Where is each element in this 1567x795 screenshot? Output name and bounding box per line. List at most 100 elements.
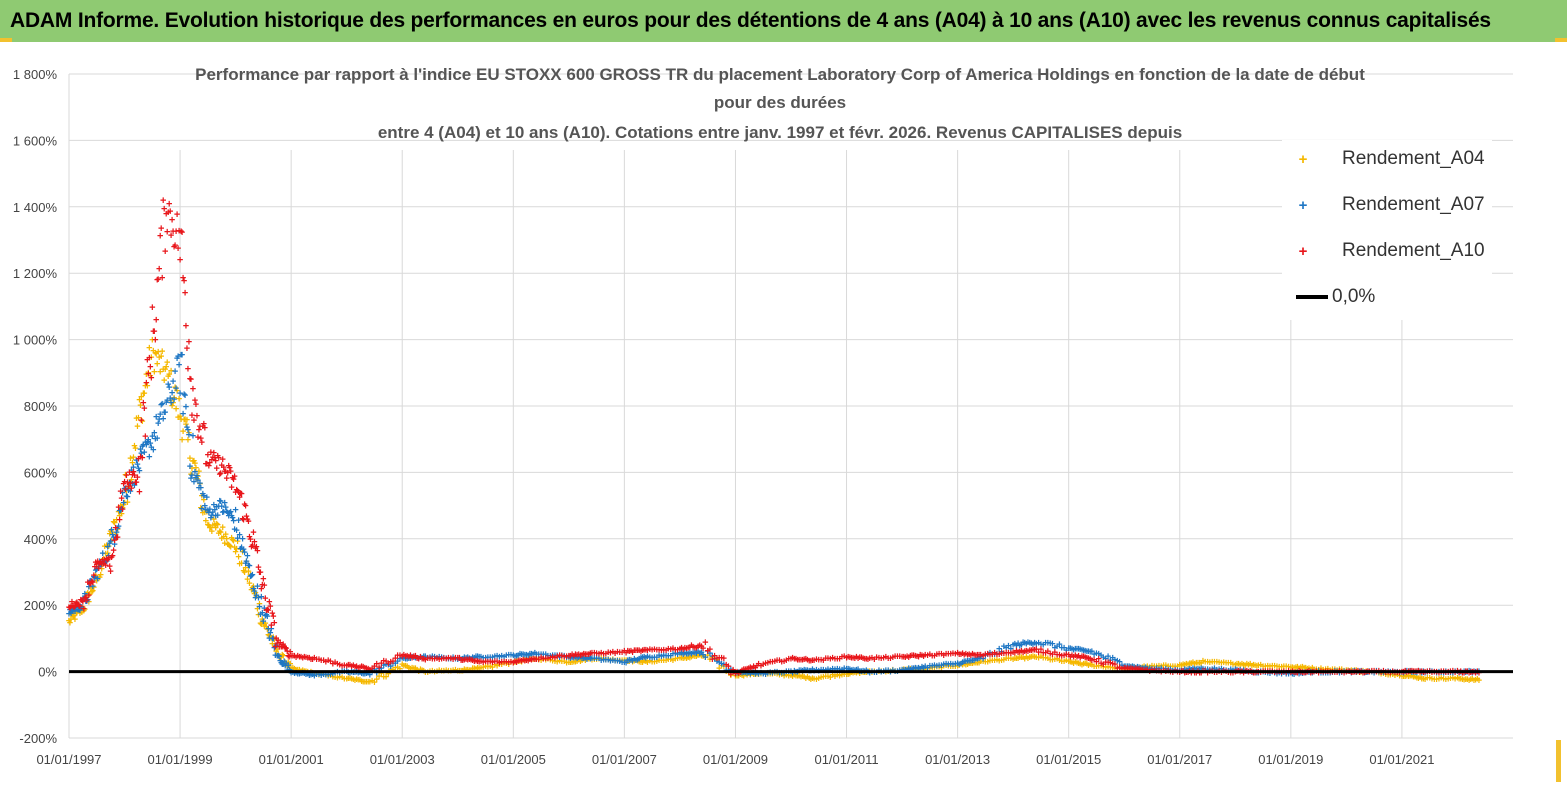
data-point: + (173, 403, 179, 415)
data-point: + (78, 603, 84, 615)
data-point: + (125, 481, 131, 493)
data-point: + (688, 652, 694, 664)
data-point: + (194, 411, 200, 423)
data-point: + (128, 465, 134, 477)
data-point: + (100, 555, 106, 567)
data-point: + (434, 653, 440, 665)
data-point: + (135, 413, 141, 425)
data-point: + (233, 543, 239, 555)
data-point: + (1003, 653, 1009, 665)
data-point: + (1059, 643, 1065, 655)
data-point: + (325, 669, 331, 681)
data-point: + (176, 393, 182, 405)
data-point: + (685, 649, 691, 661)
data-point: + (1339, 667, 1345, 679)
data-point: + (313, 668, 319, 680)
data-point: + (1070, 658, 1076, 670)
data-point: + (244, 574, 250, 586)
data-point: + (987, 648, 993, 660)
data-point: + (436, 652, 442, 664)
data-point: + (556, 652, 562, 664)
data-point: + (554, 656, 560, 668)
data-point: + (404, 653, 410, 665)
data-point: + (1429, 674, 1435, 686)
data-point: + (155, 274, 161, 286)
data-point: + (110, 545, 116, 557)
data-point: + (496, 651, 502, 663)
data-point: + (667, 650, 673, 662)
x-tick-label: 01/01/2011 (814, 752, 878, 767)
data-point: + (561, 656, 567, 668)
data-point: + (1281, 667, 1287, 679)
data-point: + (256, 598, 262, 610)
data-point: + (108, 536, 114, 548)
data-point: + (183, 321, 189, 333)
data-point: + (1405, 671, 1411, 683)
data-point: + (1293, 667, 1299, 679)
data-point: + (129, 457, 135, 469)
data-point: + (195, 471, 201, 483)
data-point: + (1131, 662, 1137, 674)
data-point: + (1040, 639, 1046, 651)
data-point: + (964, 659, 970, 671)
data-point: + (70, 606, 76, 618)
data-point: + (685, 652, 691, 664)
data-point: + (658, 655, 664, 667)
data-point: + (111, 535, 117, 547)
data-point: + (300, 667, 306, 679)
data-point: + (982, 650, 988, 662)
data-point: + (97, 558, 103, 570)
data-point: + (1139, 662, 1145, 674)
data-point: + (146, 342, 152, 354)
data-point: + (1124, 664, 1130, 676)
data-point: + (631, 654, 637, 666)
data-point: + (149, 335, 155, 347)
data-point: + (974, 658, 980, 670)
data-point: + (1196, 664, 1202, 676)
data-point: + (183, 419, 189, 431)
data-point: + (947, 659, 953, 671)
data-point: + (674, 653, 680, 665)
data-point: + (143, 369, 149, 381)
data-point: + (1093, 661, 1099, 673)
data-point: + (1327, 667, 1333, 679)
data-point: + (845, 669, 851, 681)
data-point: + (912, 662, 918, 674)
data-point: + (291, 668, 297, 680)
data-point: + (327, 669, 333, 681)
data-point: + (1143, 663, 1149, 675)
data-point: + (610, 654, 616, 666)
data-point: + (85, 577, 91, 589)
data-point: + (158, 400, 164, 412)
data-point: + (1138, 662, 1144, 674)
data-point: + (151, 326, 157, 338)
data-point: + (347, 673, 353, 685)
data-point: + (109, 550, 115, 562)
data-point: + (1371, 667, 1377, 679)
data-point: + (89, 576, 95, 588)
data-point: + (1149, 661, 1155, 673)
data-point: + (165, 371, 171, 383)
x-tick-label: 01/01/1999 (148, 752, 213, 767)
data-point: + (337, 671, 343, 683)
data-point: + (156, 263, 162, 275)
data-point: + (179, 227, 185, 239)
data-point: + (219, 501, 225, 513)
data-point: + (1436, 674, 1442, 686)
data-point: + (268, 633, 274, 645)
data-point: + (258, 619, 264, 631)
data-point: + (920, 662, 926, 674)
data-point: + (179, 435, 185, 447)
data-point: + (1211, 663, 1217, 675)
data-point: + (480, 652, 486, 664)
data-point: + (225, 540, 231, 552)
data-point: + (1042, 652, 1048, 664)
data-point: + (170, 226, 176, 238)
data-point: + (579, 655, 585, 667)
data-point: + (1407, 671, 1413, 683)
data-point: + (1440, 673, 1446, 685)
data-point: + (834, 669, 840, 681)
data-point: + (503, 658, 509, 670)
data-point: + (203, 516, 209, 528)
data-point: + (1005, 641, 1011, 653)
